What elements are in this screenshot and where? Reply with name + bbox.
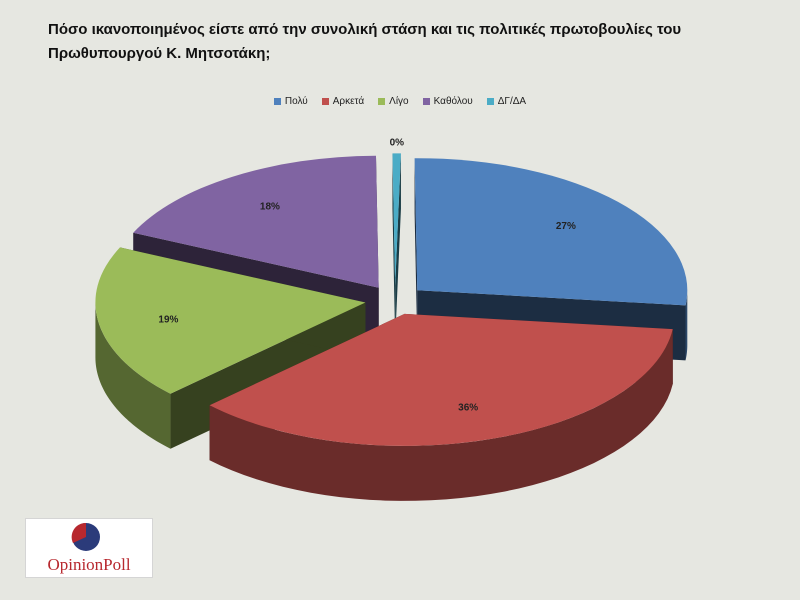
legend-swatch [273,98,281,105]
opinionpoll-logo: OpinionPoll [25,518,153,578]
data-label: 0% [390,137,405,148]
data-label: 27% [556,221,576,232]
logo-mark [71,522,100,551]
legend-item: Λίγο [378,96,409,107]
pie-slice-top [414,158,688,306]
pie-slice-top [95,247,366,394]
pie-slice [209,313,673,501]
legend-swatch [486,98,494,105]
pie-slice-side [395,153,401,341]
legend-label: Αρκετά [332,96,365,107]
legend-label: Λίγο [389,96,409,107]
data-label: 36% [458,402,478,413]
data-label: 18% [260,202,280,213]
pie-slice-top [133,155,379,288]
pie-slice-rim [209,329,673,501]
legend-item: ΔΓ/ΔΑ [486,96,527,107]
legend-swatch [321,98,329,105]
legend-item: Πολύ [273,96,308,107]
legend-swatch [422,98,430,105]
legend-item: Καθόλου [422,96,473,107]
legend-item: Αρκετά [321,96,365,107]
legend-label: Πολύ [284,96,308,107]
pie-slice-side [392,153,396,341]
legend-swatch [378,98,386,105]
chart-title: Πόσο ικανοποιημένος είστε από την συνολι… [48,21,682,62]
legend-label: Καθόλου [433,96,473,107]
logo-text: OpinionPoll [47,555,131,574]
pie-slice-top [392,153,401,286]
pie-slice [392,153,401,341]
data-label: 19% [158,315,178,326]
pie-slice-rim [685,290,688,361]
pie-slice-side [414,158,418,346]
legend-label: ΔΓ/ΔΑ [497,96,527,107]
chart-legend: Πολύ Αρκετά Λίγο Καθόλου ΔΓ/ΔΑ [0,96,800,107]
pie-slice-top [209,313,673,446]
pie-slice-rim [95,302,171,449]
